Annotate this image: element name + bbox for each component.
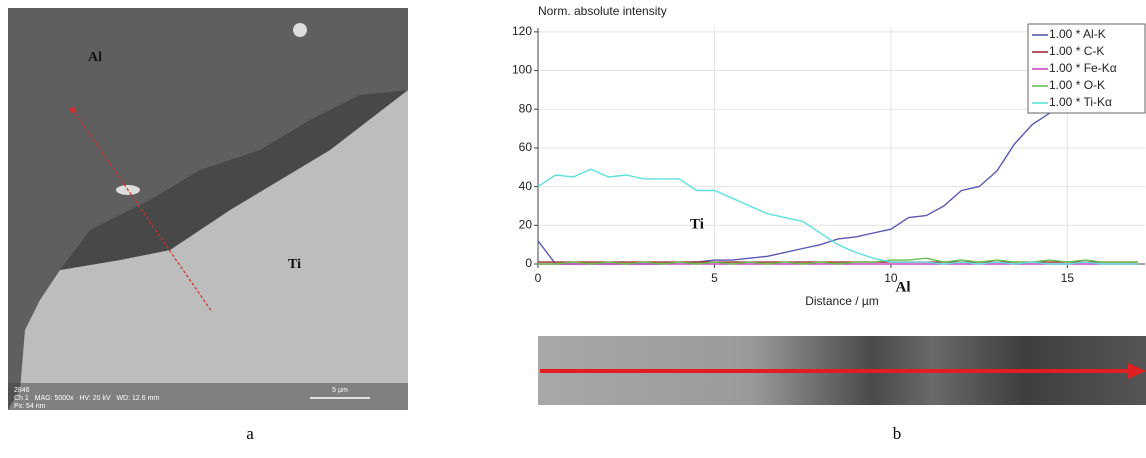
x-tick-label: 15	[1061, 271, 1075, 285]
legend-label: 1.00 * O-K	[1049, 78, 1105, 92]
particle	[293, 23, 307, 37]
scan-start	[70, 107, 76, 113]
x-tick-label: 10	[884, 271, 898, 285]
scale-label: 5 µm	[332, 387, 348, 394]
region-label: Al	[88, 50, 102, 65]
region-label: Ti	[288, 257, 301, 272]
legend-label: 1.00 * C-K	[1049, 44, 1104, 58]
y-tick-label: 20	[519, 217, 533, 231]
series-line	[538, 257, 1138, 265]
y-tick-label: 0	[525, 256, 532, 270]
chart-title: Norm. absolute intensity	[538, 4, 667, 18]
caption: b	[893, 424, 902, 443]
sem-image: Al Ti 2846 Ch 1 MAG: 5000x HV: 20 kV WD:…	[8, 8, 408, 410]
x-tick-label: 0	[535, 271, 542, 285]
scan-line	[72, 109, 213, 313]
scan-arrowhead	[1128, 363, 1146, 379]
info-text: Px: 54 nm	[14, 403, 46, 410]
caption: a	[246, 424, 254, 443]
legend-box	[1027, 23, 1146, 114]
interface-region	[60, 90, 408, 270]
annotation: Al	[896, 279, 911, 295]
annotation: Ti	[690, 216, 704, 232]
info-text: 2846	[14, 387, 30, 394]
plot: 0 20 40 60 80 100 120 0 5 10 15 Ti Al 1.00 * Al-K 1.00…	[512, 23, 1146, 295]
y-tick-label: 40	[519, 179, 533, 193]
legend-label: 1.00 * Fe-Kα	[1049, 61, 1117, 75]
x-tick-label: 5	[711, 271, 718, 285]
x-axis-label: Distance / µm	[805, 294, 879, 308]
legend-label: 1.00 * Al-K	[1049, 27, 1106, 41]
legend-label: 1.00 * Ti-Kα	[1049, 95, 1112, 109]
info-bar	[8, 383, 408, 410]
info-text: Ch 1 MAG: 5000x HV: 20 kV WD: 12.6 mm	[14, 395, 159, 402]
y-tick-label: 60	[519, 140, 533, 154]
y-tick-label: 80	[519, 101, 533, 115]
y-tick-label: 100	[512, 63, 532, 77]
y-tick-label: 120	[512, 24, 532, 38]
series-line	[537, 168, 1138, 265]
